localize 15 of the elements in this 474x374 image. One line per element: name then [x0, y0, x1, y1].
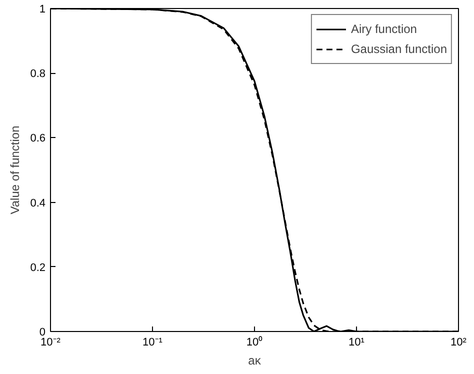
y-tick-label: 0.4: [30, 197, 46, 210]
y-tick-label: 1: [39, 4, 46, 16]
y-axis-title: Value of function: [8, 126, 22, 214]
legend-label: Airy function: [350, 22, 417, 36]
x-tick-label: 10¹: [348, 336, 365, 348]
y-tick-label: 0: [39, 326, 46, 338]
x-axis-title: aκ: [248, 354, 262, 368]
y-tick-label: 0.6: [30, 132, 46, 145]
x-tick-label: 10⁻¹: [142, 336, 163, 348]
y-tick-label: 0.8: [30, 68, 46, 80]
x-tick-label: 10²: [450, 336, 467, 348]
y-tick-label: 0.2: [30, 262, 46, 274]
x-tick-label: 10⁰: [246, 336, 263, 348]
x-tick-label: 10⁻²: [40, 336, 61, 348]
legend-label: Gaussian function: [350, 42, 447, 56]
